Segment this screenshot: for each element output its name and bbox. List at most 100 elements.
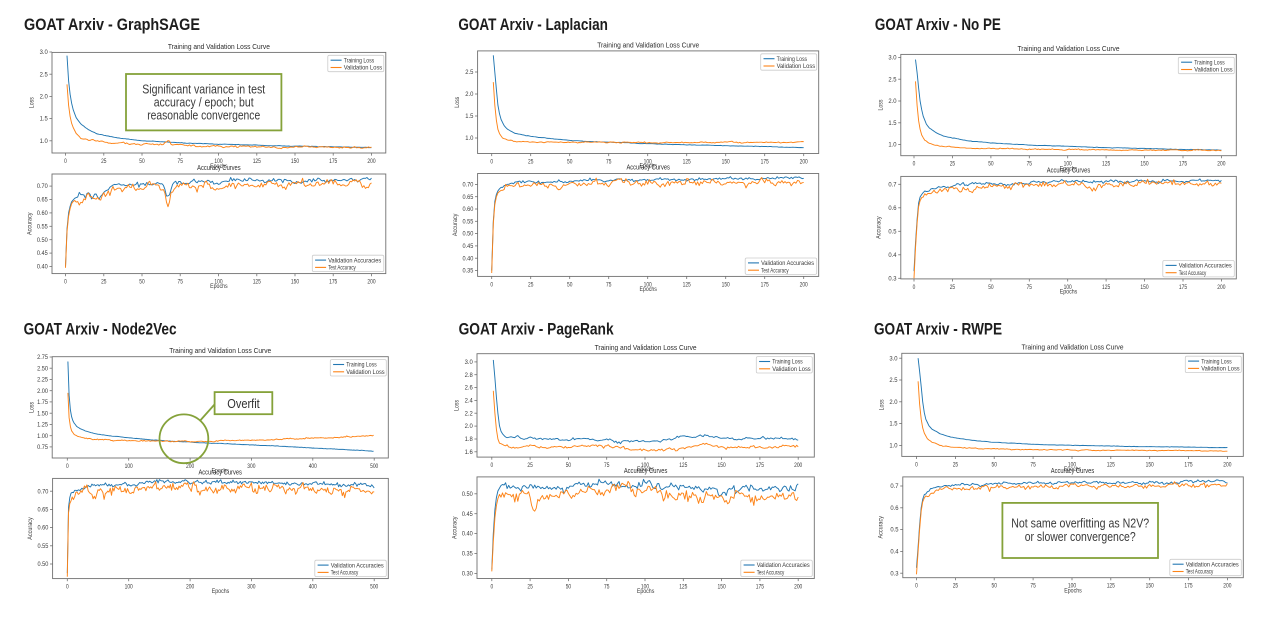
- svg-text:150: 150: [1146, 583, 1155, 590]
- svg-text:1.5: 1.5: [465, 113, 474, 120]
- svg-text:0.50: 0.50: [38, 561, 49, 568]
- svg-text:Loss: Loss: [454, 97, 461, 108]
- svg-text:Training Loss: Training Loss: [1194, 59, 1225, 66]
- svg-text:2.50: 2.50: [37, 365, 48, 372]
- svg-text:Accuracy: Accuracy: [27, 212, 34, 235]
- svg-text:125: 125: [1102, 284, 1111, 291]
- svg-text:Training and Validation Loss C: Training and Validation Loss Curve: [169, 346, 271, 355]
- svg-text:Training and Validation Loss C: Training and Validation Loss Curve: [595, 343, 697, 352]
- svg-text:0.35: 0.35: [463, 268, 474, 275]
- svg-text:100: 100: [1068, 461, 1077, 468]
- svg-text:Epochs: Epochs: [639, 163, 657, 170]
- svg-text:1.75: 1.75: [37, 399, 48, 406]
- svg-text:125: 125: [683, 281, 692, 288]
- svg-text:GOAT Arxiv - Node2Vec: GOAT Arxiv - Node2Vec: [24, 320, 177, 338]
- svg-text:2.6: 2.6: [465, 385, 474, 392]
- svg-text:0.45: 0.45: [463, 243, 474, 250]
- svg-text:50: 50: [567, 159, 573, 166]
- svg-text:1.0: 1.0: [888, 142, 897, 149]
- svg-text:Loss: Loss: [877, 100, 884, 111]
- svg-text:200: 200: [794, 462, 803, 469]
- svg-text:0.3: 0.3: [888, 275, 897, 282]
- svg-text:100: 100: [125, 463, 134, 470]
- svg-text:0: 0: [915, 583, 918, 590]
- svg-text:Test Accuracy: Test Accuracy: [757, 570, 785, 577]
- svg-text:0.70: 0.70: [38, 488, 49, 495]
- svg-text:150: 150: [722, 159, 731, 166]
- svg-text:50: 50: [566, 462, 572, 469]
- svg-text:2.0: 2.0: [465, 423, 474, 430]
- svg-text:Not same overfitting as N2V?: Not same overfitting as N2V?: [1011, 517, 1149, 531]
- svg-text:0.5: 0.5: [888, 228, 897, 235]
- svg-text:0.7: 0.7: [890, 483, 899, 490]
- svg-text:Training and Validation Loss C: Training and Validation Loss Curve: [168, 42, 270, 51]
- svg-text:0.30: 0.30: [462, 571, 473, 578]
- svg-text:Validation Accuracies: Validation Accuracies: [1179, 263, 1232, 270]
- svg-text:0.6: 0.6: [890, 505, 899, 512]
- svg-text:1.25: 1.25: [37, 422, 48, 429]
- svg-text:Test Accuracy: Test Accuracy: [761, 267, 789, 274]
- svg-text:1.6: 1.6: [465, 449, 474, 456]
- svg-text:0: 0: [913, 284, 916, 291]
- svg-text:150: 150: [722, 281, 731, 288]
- svg-text:0: 0: [66, 463, 69, 470]
- svg-text:1.5: 1.5: [889, 421, 898, 428]
- svg-text:0.35: 0.35: [462, 551, 473, 558]
- svg-text:0.40: 0.40: [462, 531, 473, 538]
- svg-text:0.6: 0.6: [888, 205, 897, 212]
- svg-text:150: 150: [291, 158, 300, 165]
- svg-text:Validation Loss: Validation Loss: [777, 63, 816, 70]
- svg-text:175: 175: [761, 281, 770, 288]
- svg-text:Epochs: Epochs: [1060, 165, 1078, 172]
- svg-text:2.5: 2.5: [40, 71, 49, 78]
- svg-text:Epochs: Epochs: [1060, 289, 1078, 296]
- svg-text:175: 175: [1184, 583, 1193, 590]
- svg-text:25: 25: [953, 583, 959, 590]
- svg-text:GOAT Arxiv - Laplacian: GOAT Arxiv - Laplacian: [458, 16, 608, 34]
- svg-text:Test Accuracy: Test Accuracy: [1179, 270, 1207, 277]
- svg-text:2.00: 2.00: [37, 388, 48, 395]
- svg-text:200: 200: [367, 279, 376, 286]
- svg-text:100: 100: [1064, 284, 1073, 291]
- svg-text:125: 125: [253, 158, 262, 165]
- svg-text:100: 100: [1068, 583, 1077, 590]
- svg-text:200: 200: [1217, 284, 1226, 291]
- svg-text:100: 100: [641, 584, 650, 591]
- svg-text:0.70: 0.70: [37, 183, 48, 190]
- svg-text:Validation Loss: Validation Loss: [344, 65, 383, 72]
- svg-text:75: 75: [1027, 161, 1033, 168]
- svg-text:125: 125: [683, 159, 692, 166]
- svg-text:25: 25: [101, 158, 107, 165]
- svg-text:1.50: 1.50: [37, 410, 48, 417]
- svg-text:0.60: 0.60: [463, 206, 474, 213]
- svg-text:Epochs: Epochs: [637, 588, 655, 595]
- svg-text:0: 0: [490, 462, 493, 469]
- svg-text:Validation Loss: Validation Loss: [772, 366, 811, 373]
- svg-text:Validation Accuracies: Validation Accuracies: [331, 562, 384, 569]
- svg-text:0.55: 0.55: [38, 543, 49, 550]
- svg-text:1.5: 1.5: [40, 116, 49, 123]
- svg-text:200: 200: [1223, 583, 1232, 590]
- svg-text:0.55: 0.55: [37, 223, 48, 230]
- svg-text:Accuracy Curves: Accuracy Curves: [198, 467, 242, 476]
- svg-text:1.0: 1.0: [40, 138, 49, 145]
- svg-text:Validation Loss: Validation Loss: [1194, 67, 1233, 74]
- svg-text:0.65: 0.65: [463, 194, 474, 201]
- svg-text:125: 125: [679, 584, 688, 591]
- svg-text:0: 0: [490, 281, 493, 288]
- svg-text:100: 100: [125, 584, 134, 591]
- svg-text:2.5: 2.5: [889, 377, 898, 384]
- svg-text:125: 125: [679, 462, 688, 469]
- svg-text:50: 50: [139, 279, 145, 286]
- svg-text:100: 100: [214, 279, 223, 286]
- svg-text:Training Loss: Training Loss: [1201, 358, 1232, 365]
- svg-text:Accuracy Curves: Accuracy Curves: [1047, 165, 1091, 174]
- svg-text:200: 200: [367, 158, 376, 165]
- svg-text:75: 75: [1030, 583, 1036, 590]
- svg-text:2.0: 2.0: [465, 91, 474, 98]
- svg-text:75: 75: [1027, 284, 1033, 291]
- svg-text:Training and Validation Loss C: Training and Validation Loss Curve: [597, 40, 699, 49]
- svg-text:0.7: 0.7: [888, 181, 897, 188]
- svg-text:175: 175: [756, 462, 765, 469]
- svg-text:Validation Accuracies: Validation Accuracies: [1186, 561, 1239, 568]
